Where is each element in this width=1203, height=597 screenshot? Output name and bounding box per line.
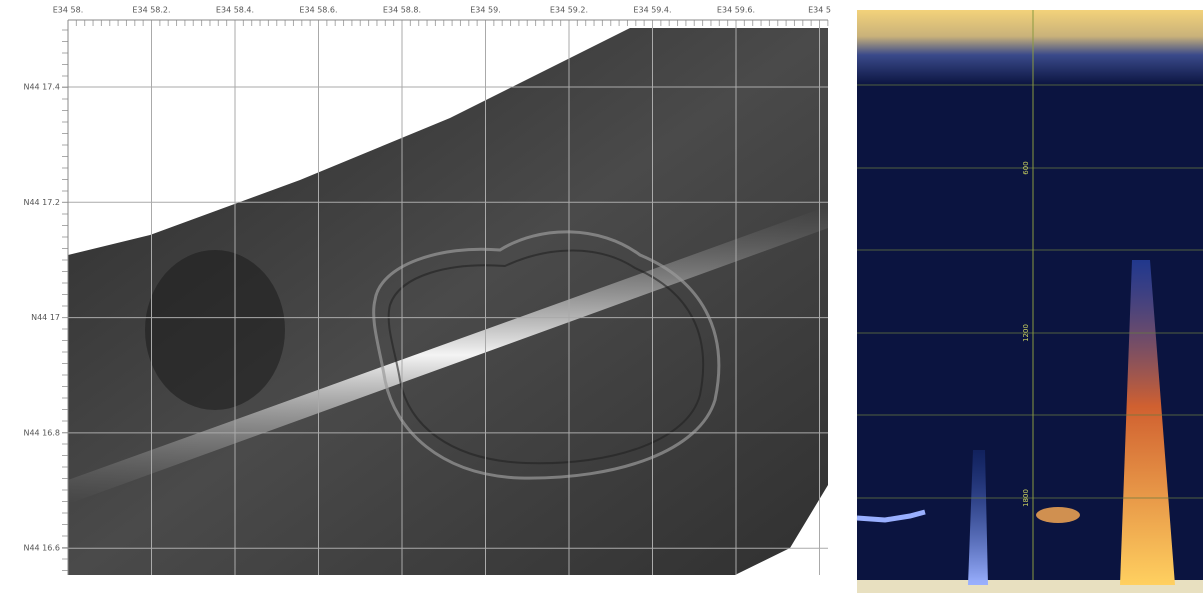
nadir-line [68, 206, 828, 504]
swath [68, 28, 828, 575]
x-label: E34 59.4. [633, 6, 671, 15]
x-label: E34 59.6. [717, 6, 755, 15]
bottom-band [857, 580, 1203, 593]
depth-label: 600 [1022, 161, 1030, 174]
map-grid [62, 19, 829, 575]
crater-inner [387, 249, 705, 465]
scatter-layer [856, 509, 926, 523]
depth-label: 1200 [1022, 324, 1030, 342]
x-label: E34 58. [53, 6, 84, 15]
plume-small [968, 450, 988, 585]
x-label: E34 58.8. [383, 6, 421, 15]
y-label: N44 16.8 [23, 428, 60, 437]
surface-noise [857, 10, 1203, 85]
plume-large [1120, 260, 1175, 585]
x-label: E34 58.6. [299, 6, 337, 15]
y-label: N44 17.4 [23, 83, 60, 92]
x-label: E34 5 [808, 6, 831, 15]
echogram-grid: 600 1200 1800 [857, 10, 1203, 580]
x-label: E34 59.2. [550, 6, 588, 15]
y-label: N44 17 [31, 313, 60, 322]
crater-rim [372, 230, 721, 480]
fish-school [1036, 507, 1080, 523]
x-label: E34 59. [470, 6, 501, 15]
x-label: E34 58.4. [216, 6, 254, 15]
y-label: N44 17.2 [23, 198, 60, 207]
y-label: N44 16.6 [23, 544, 60, 553]
depth-label: 1800 [1022, 489, 1030, 507]
sonar-mosaic [68, 28, 828, 575]
echogram [856, 10, 1203, 593]
x-label: E34 58.2. [132, 6, 170, 15]
dark-patch [145, 250, 285, 410]
map-labels: E34 58. E34 58.2. E34 58.4. E34 58.6. E34 58… [23, 6, 830, 553]
